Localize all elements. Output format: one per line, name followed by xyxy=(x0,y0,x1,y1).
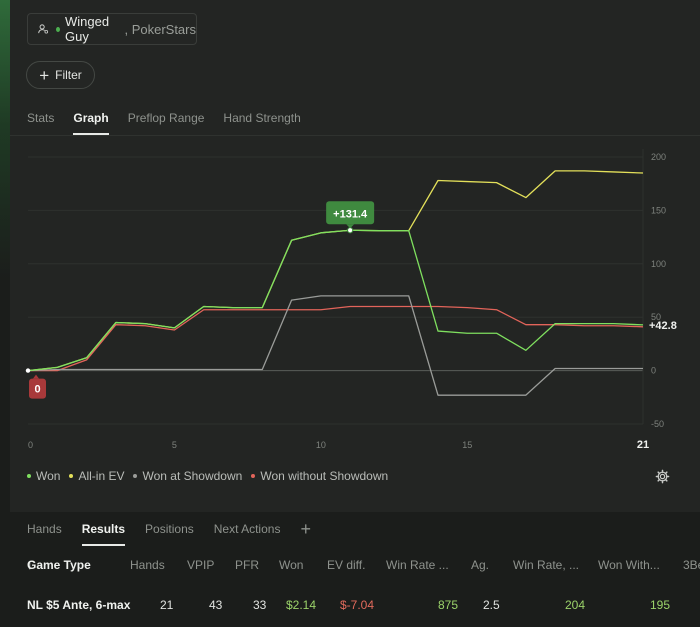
start-point xyxy=(25,368,31,373)
series-line-won xyxy=(27,229,644,372)
y-tick-label: 50 xyxy=(651,312,661,322)
filter-button[interactable]: + Filter xyxy=(26,61,95,89)
add-tab-button[interactable]: + xyxy=(300,519,311,539)
user-settings-icon xyxy=(38,24,49,34)
start-badge-pointer xyxy=(33,374,39,379)
start-badge xyxy=(29,378,46,399)
column-header-win-rate[interactable]: Win Rate ... xyxy=(386,558,449,572)
y-tick-label: -50 xyxy=(651,419,664,429)
final-value-label: +42.8 xyxy=(649,320,677,332)
player-selector[interactable]: Winged Guy , PokerStars xyxy=(27,13,197,45)
cell-win-rate-2: 204 xyxy=(565,598,586,612)
online-status-dot xyxy=(56,26,60,32)
x-tick-label: 15 xyxy=(462,440,472,450)
cell-aggression: 2.5 xyxy=(483,598,500,612)
peak-badge xyxy=(326,201,375,225)
column-header-ev-diff[interactable]: EV diff. xyxy=(327,558,366,572)
y-tick-label: 0 xyxy=(651,366,656,376)
legend-label: Won xyxy=(36,469,61,483)
tab-graph[interactable]: Graph xyxy=(73,111,109,135)
tab-results[interactable]: Results xyxy=(81,522,126,546)
cell-game-type: NL $5 Ante, 6-max xyxy=(27,598,131,612)
y-tick-label: 200 xyxy=(651,152,666,162)
filter-label: Filter xyxy=(55,68,82,82)
peak-value-label: +131.4 xyxy=(333,208,368,220)
player-site: , PokerStars xyxy=(124,21,196,37)
column-header-pfr[interactable]: PFR xyxy=(235,558,259,572)
column-header-3bet[interactable]: 3Bet xyxy=(683,558,700,572)
tab-stats[interactable]: Stats xyxy=(27,111,55,125)
legend-label: Won without Showdown xyxy=(260,469,389,483)
cell-won-with: 195 xyxy=(650,598,671,612)
table-header: Game Type ↓ Hands VPIP PFR Won EV diff. … xyxy=(0,558,700,572)
cell-pfr: 33 xyxy=(253,598,267,612)
legend-label: All-in EV xyxy=(78,469,125,483)
cell-ev-diff: $-7.04 xyxy=(340,598,375,612)
column-header-hands[interactable]: Hands xyxy=(130,558,165,572)
bottom-tabs: Hands Results Positions Next Actions + xyxy=(27,519,311,546)
series-line-all-in-ev xyxy=(27,170,644,372)
start-value-label: 0 xyxy=(34,384,40,396)
tab-next-actions[interactable]: Next Actions xyxy=(213,522,281,536)
results-chart[interactable]: 200 150 100 50 0 -50 0 5 10 15 21 +131.4 0 +42.8 xyxy=(10,140,700,460)
gear-icon[interactable] xyxy=(655,469,670,484)
column-header-won-with[interactable]: Won With... xyxy=(598,558,660,572)
peak-badge-pointer xyxy=(346,224,355,229)
window-edge-glow xyxy=(0,0,10,627)
tab-hands[interactable]: Hands xyxy=(27,522,62,536)
cell-win-rate: 875 xyxy=(438,598,459,612)
series-line-won-without-showdown xyxy=(28,305,644,372)
column-header-won[interactable]: Won xyxy=(279,558,304,572)
legend-item-won-at-showdown[interactable]: Won at Showdown xyxy=(133,469,242,483)
top-tabs: Stats Graph Preflop Range Hand Strength xyxy=(27,111,320,135)
legend-dot xyxy=(27,474,31,478)
bottom-panel xyxy=(10,512,700,627)
cell-hands: 21 xyxy=(160,598,174,612)
y-tick-label: 150 xyxy=(651,205,666,215)
cell-won: $2.14 xyxy=(286,598,317,612)
player-name: Winged Guy xyxy=(65,14,110,44)
legend-dot xyxy=(251,474,256,478)
legend-dot xyxy=(133,474,138,478)
cell-vpip: 43 xyxy=(209,598,223,612)
legend-item-won-without-showdown[interactable]: Won without Showdown xyxy=(251,469,388,483)
column-header-win-rate-2[interactable]: Win Rate, ... xyxy=(513,558,580,572)
legend-item-won[interactable]: Won xyxy=(27,469,60,483)
legend-dot xyxy=(69,474,74,478)
x-tick-label: 5 xyxy=(172,440,177,450)
column-header-vpip[interactable]: VPIP xyxy=(187,558,215,572)
series-line-won-at-showdown xyxy=(27,295,643,396)
tab-preflop-range[interactable]: Preflop Range xyxy=(127,111,205,125)
chart-legend: Won All-in EV Won at Showdown Won withou… xyxy=(27,469,397,483)
x-tick-label: 0 xyxy=(28,440,33,450)
plus-icon: + xyxy=(39,65,50,85)
peak-point xyxy=(347,227,354,234)
x-tick-label: 21 xyxy=(637,439,649,451)
sort-down-icon: ↓ xyxy=(27,558,33,572)
y-tick-label: 100 xyxy=(651,259,666,269)
column-header-aggression[interactable]: Ag. xyxy=(471,558,490,572)
chart-svg: 200 150 100 50 0 -50 0 5 10 15 21 +131.4 0 +42.8 xyxy=(25,149,677,451)
tabs-divider xyxy=(10,135,700,136)
tab-hand-strength[interactable]: Hand Strength xyxy=(223,111,301,125)
x-tick-label: 10 xyxy=(316,440,326,450)
tab-positions[interactable]: Positions xyxy=(145,522,194,536)
legend-label: Won at Showdown xyxy=(142,469,243,483)
legend-item-all-in-ev[interactable]: All-in EV xyxy=(69,469,124,483)
